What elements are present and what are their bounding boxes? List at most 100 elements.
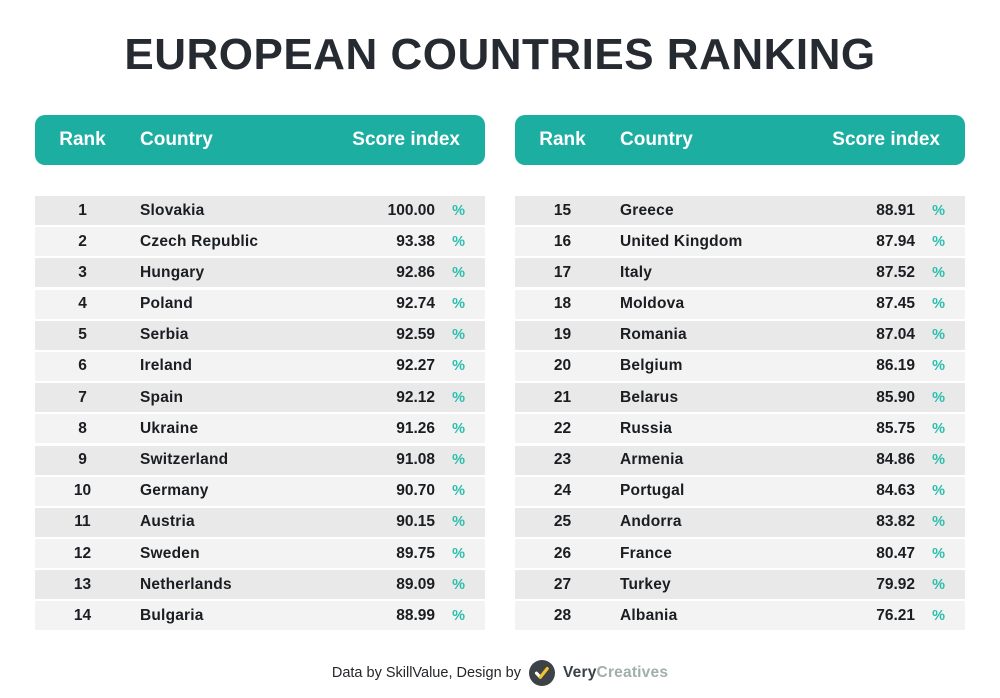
table-row: 11 Austria 90.15% [35, 507, 485, 537]
brand-name-bold: Very [562, 664, 597, 681]
country-cell: Moldova [620, 295, 685, 313]
percent-symbol: % [932, 296, 945, 313]
country-cell: Spain [140, 388, 184, 406]
brand-name-light: Creatives [596, 664, 669, 681]
score-cell: 90.15 [396, 513, 435, 531]
rank-cell: 27 [553, 575, 572, 593]
table-row: 28 Albania 76.21% [515, 601, 965, 631]
score-cell: 92.86 [396, 263, 435, 281]
percent-symbol: % [452, 576, 465, 593]
country-cell: Portugal [620, 482, 685, 500]
header-score-index: Score index [832, 129, 940, 150]
table-rows-right: 15 Greece 88.91% 16 United Kingdom 87.94% 17 It… [515, 196, 965, 631]
country-cell: Greece [620, 201, 674, 219]
rank-cell: 21 [553, 388, 572, 406]
rank-cell: 11 [74, 513, 91, 531]
percent-symbol: % [452, 358, 465, 375]
table-row: 26 France 80.47% [515, 539, 965, 569]
country-cell: Russia [620, 419, 673, 437]
table-row: 8 Ukraine 91.26% [35, 414, 485, 444]
rank-cell: 15 [553, 201, 572, 219]
rank-cell: 23 [553, 451, 572, 468]
percent-symbol: % [932, 233, 945, 250]
percent-symbol: % [932, 452, 945, 468]
score-cell: 84.86 [876, 451, 915, 468]
country-cell: Czech Republic [140, 232, 259, 250]
score-cell: 87.94 [876, 232, 915, 250]
rank-cell: 17 [553, 263, 572, 281]
table-rows-left: 1 Slovakia 100.00% 2 Czech Republic 93.38% 3 Hu… [35, 196, 485, 631]
rank-cell: 16 [553, 232, 572, 250]
country-cell: Switzerland [140, 451, 229, 468]
table-row: 27 Turkey 79.92% [515, 570, 965, 600]
country-cell: Germany [140, 482, 209, 500]
country-cell: Ukraine [140, 419, 199, 437]
score-cell: 85.90 [876, 388, 915, 406]
rank-cell: 2 [78, 232, 87, 250]
score-cell: 87.52 [876, 263, 915, 281]
rank-cell: 9 [78, 451, 87, 468]
header-country: Country [140, 129, 213, 150]
rank-cell: 4 [78, 295, 87, 313]
table-row: 23 Armenia 84.86% [515, 445, 965, 475]
rank-cell: 5 [78, 326, 87, 344]
score-cell: 84.63 [876, 482, 915, 500]
rank-cell: 20 [553, 357, 572, 375]
rank-cell: 14 [73, 606, 92, 624]
percent-symbol: % [452, 202, 465, 219]
score-cell: 79.92 [876, 575, 915, 593]
rank-cell: 26 [553, 544, 572, 562]
table-row: 7 Spain 92.12% [35, 383, 485, 413]
header-rank: Rank [539, 129, 586, 150]
table-row: 9 Switzerland 91.08% [35, 445, 485, 475]
page-title: EUROPEAN COUNTRIES RANKING [124, 30, 876, 79]
country-cell: Belarus [620, 388, 679, 406]
score-cell: 86.19 [876, 357, 915, 375]
score-cell: 88.99 [396, 606, 435, 624]
percent-symbol: % [932, 607, 945, 624]
score-cell: 93.38 [396, 232, 435, 250]
table-row: 6 Ireland 92.27% [35, 351, 485, 381]
score-cell: 80.47 [876, 544, 915, 562]
rank-cell: 12 [73, 544, 92, 562]
percent-symbol: % [932, 389, 945, 406]
percent-symbol: % [932, 420, 945, 437]
country-cell: Albania [620, 606, 678, 624]
table-row: 16 United Kingdom 87.94% [515, 227, 965, 257]
country-cell: Netherlands [140, 575, 232, 593]
country-cell: Austria [140, 513, 195, 531]
country-cell: Hungary [140, 263, 205, 281]
percent-symbol: % [452, 483, 465, 500]
score-cell: 89.75 [396, 544, 435, 562]
brand-name: VeryCreatives [563, 664, 668, 682]
score-cell: 87.04 [876, 326, 915, 344]
country-cell: Poland [140, 295, 193, 313]
percent-symbol: % [932, 202, 945, 219]
percent-symbol: % [452, 233, 465, 250]
table-row: 25 Andorra 83.82% [515, 507, 965, 537]
rank-cell: 28 [553, 606, 572, 624]
score-cell: 85.75 [876, 419, 915, 437]
percent-symbol: % [452, 514, 465, 531]
table-row: 5 Serbia 92.59% [35, 320, 485, 350]
rank-cell: 24 [553, 482, 572, 500]
score-cell: 83.82 [876, 513, 915, 531]
percent-symbol: % [932, 514, 945, 531]
rank-cell: 7 [78, 388, 87, 406]
score-cell: 88.91 [876, 201, 915, 219]
percent-symbol: % [932, 264, 945, 281]
table-row: 2 Czech Republic 93.38% [35, 227, 485, 257]
score-cell: 92.74 [396, 295, 435, 313]
header-country: Country [620, 129, 693, 150]
country-cell: Armenia [620, 451, 684, 468]
rank-cell: 10 [73, 482, 92, 500]
country-cell: Italy [620, 263, 653, 281]
percent-symbol: % [452, 327, 465, 344]
ranking-table-right: Rank Country Score index 15 Greece 88.91% 1… [515, 115, 965, 633]
score-cell: 87.45 [876, 295, 915, 313]
table-row: 21 Belarus 85.90% [515, 383, 965, 413]
country-cell: Turkey [620, 575, 671, 593]
percent-symbol: % [932, 327, 945, 344]
country-cell: France [620, 544, 673, 562]
